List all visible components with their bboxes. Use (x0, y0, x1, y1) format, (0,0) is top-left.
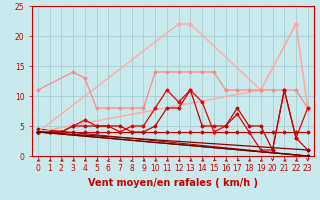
X-axis label: Vent moyen/en rafales ( km/h ): Vent moyen/en rafales ( km/h ) (88, 178, 258, 188)
